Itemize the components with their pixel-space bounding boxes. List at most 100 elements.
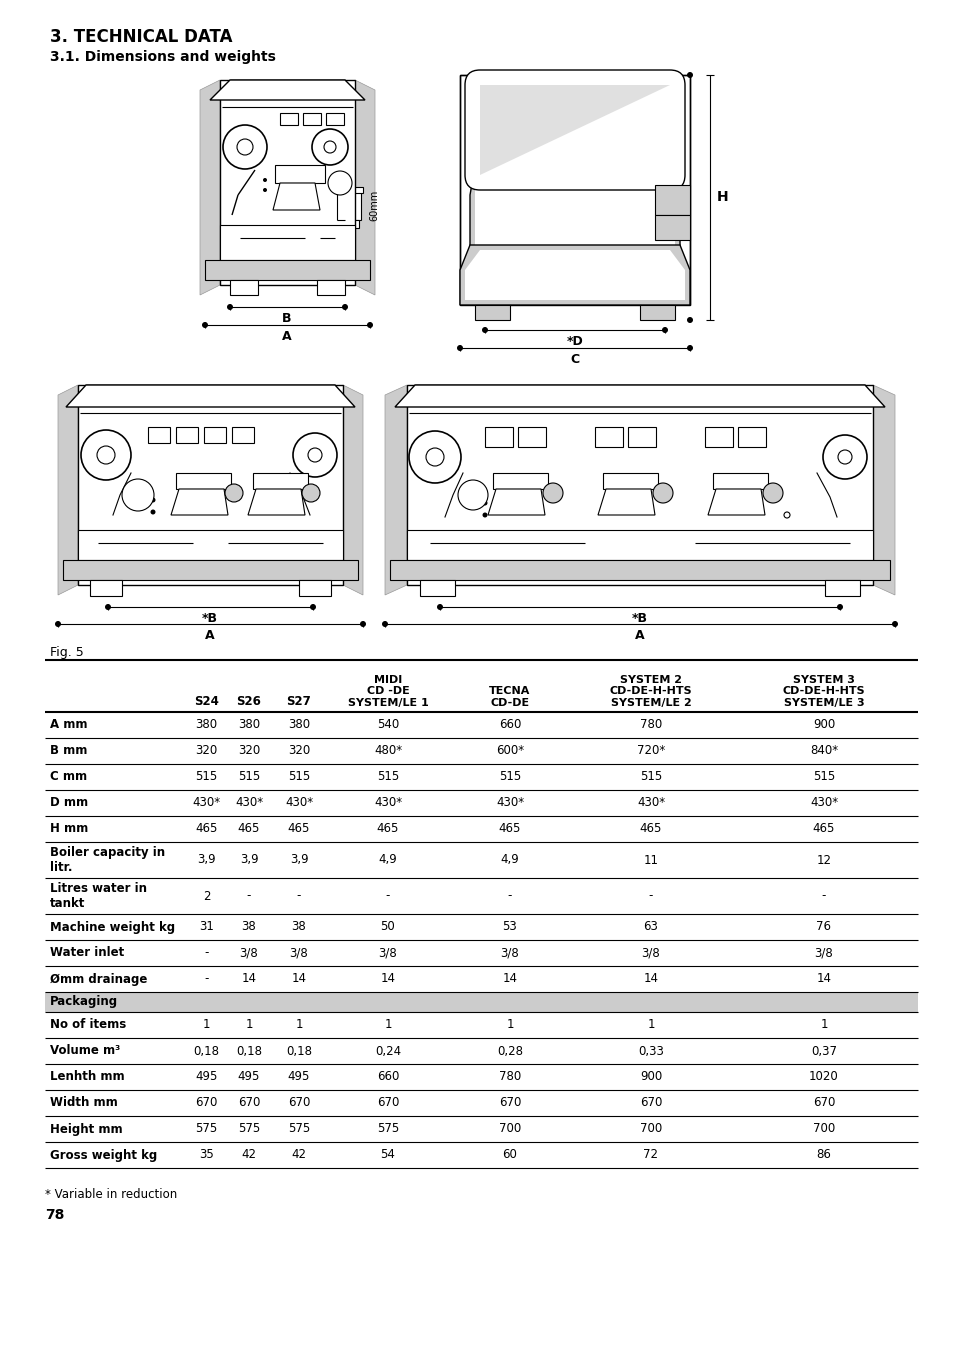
Bar bbox=[712, 473, 767, 489]
Polygon shape bbox=[707, 489, 764, 515]
Text: 3/8: 3/8 bbox=[500, 947, 518, 959]
Text: 14: 14 bbox=[502, 973, 517, 985]
Bar bbox=[253, 473, 308, 489]
Text: 53: 53 bbox=[502, 920, 517, 934]
Text: 11: 11 bbox=[643, 854, 658, 866]
Polygon shape bbox=[479, 85, 669, 176]
Circle shape bbox=[227, 304, 233, 309]
Text: 63: 63 bbox=[643, 920, 658, 934]
Text: 700: 700 bbox=[498, 1123, 520, 1135]
Text: TECNA
CD-DE: TECNA CD-DE bbox=[489, 686, 530, 708]
Text: B: B bbox=[282, 312, 292, 326]
Circle shape bbox=[341, 304, 348, 309]
Text: 780: 780 bbox=[639, 719, 661, 731]
Text: 60mm: 60mm bbox=[369, 189, 378, 220]
Circle shape bbox=[263, 178, 267, 182]
Bar bbox=[459, 76, 689, 305]
Text: 42: 42 bbox=[292, 1148, 306, 1162]
Bar bbox=[90, 580, 122, 596]
Circle shape bbox=[293, 434, 336, 477]
Text: S26: S26 bbox=[236, 694, 261, 708]
FancyBboxPatch shape bbox=[464, 70, 684, 190]
Text: 14: 14 bbox=[380, 973, 395, 985]
Text: -: - bbox=[385, 889, 390, 902]
Text: 3/8: 3/8 bbox=[814, 947, 833, 959]
Text: 12: 12 bbox=[816, 854, 831, 866]
Circle shape bbox=[260, 507, 266, 513]
Text: Height mm: Height mm bbox=[50, 1123, 123, 1135]
Text: 515: 515 bbox=[812, 770, 834, 784]
Bar bbox=[351, 220, 358, 228]
Text: -: - bbox=[507, 889, 512, 902]
Text: 3/8: 3/8 bbox=[378, 947, 397, 959]
Text: 495: 495 bbox=[237, 1070, 260, 1084]
Text: 670: 670 bbox=[195, 1097, 217, 1109]
Text: 900: 900 bbox=[639, 1070, 661, 1084]
Text: Gross weight kg: Gross weight kg bbox=[50, 1148, 157, 1162]
Text: *B: *B bbox=[202, 612, 218, 626]
Circle shape bbox=[686, 72, 692, 78]
Bar bbox=[493, 473, 547, 489]
Text: 0,37: 0,37 bbox=[810, 1044, 836, 1058]
Text: 515: 515 bbox=[288, 770, 310, 784]
Text: 1020: 1020 bbox=[808, 1070, 838, 1084]
Polygon shape bbox=[210, 80, 365, 100]
Text: 465: 465 bbox=[195, 823, 217, 835]
Text: 320: 320 bbox=[237, 744, 260, 758]
Text: SYSTEM 2
CD-DE-H-HTS
SYSTEM/LE 2: SYSTEM 2 CD-DE-H-HTS SYSTEM/LE 2 bbox=[609, 674, 692, 708]
Bar bbox=[316, 280, 345, 295]
Bar bbox=[639, 305, 675, 320]
Bar bbox=[220, 226, 355, 259]
Text: 380: 380 bbox=[237, 719, 260, 731]
Text: No of items: No of items bbox=[50, 1019, 126, 1032]
Text: 430*: 430* bbox=[193, 797, 220, 809]
Text: Lenhth mm: Lenhth mm bbox=[50, 1070, 125, 1084]
Text: 900: 900 bbox=[812, 719, 834, 731]
Text: 1: 1 bbox=[384, 1019, 392, 1032]
Text: -: - bbox=[821, 889, 825, 902]
Text: 2: 2 bbox=[203, 889, 210, 902]
Circle shape bbox=[481, 327, 488, 332]
Bar bbox=[517, 427, 545, 447]
Text: 380: 380 bbox=[195, 719, 217, 731]
Circle shape bbox=[236, 139, 253, 155]
Circle shape bbox=[202, 322, 208, 328]
Text: 430*: 430* bbox=[637, 797, 664, 809]
Text: C mm: C mm bbox=[50, 770, 87, 784]
Polygon shape bbox=[464, 250, 684, 300]
Text: 1: 1 bbox=[506, 1019, 514, 1032]
Text: 700: 700 bbox=[812, 1123, 834, 1135]
Bar bbox=[175, 427, 198, 443]
Text: 430*: 430* bbox=[374, 797, 401, 809]
Text: 320: 320 bbox=[288, 744, 310, 758]
Circle shape bbox=[312, 128, 348, 165]
Bar bbox=[390, 561, 889, 580]
Circle shape bbox=[105, 604, 111, 611]
Text: 720*: 720* bbox=[637, 744, 664, 758]
Text: 575: 575 bbox=[237, 1123, 260, 1135]
Text: 540: 540 bbox=[376, 719, 398, 731]
Text: 430*: 430* bbox=[285, 797, 313, 809]
Text: 35: 35 bbox=[199, 1148, 213, 1162]
Circle shape bbox=[328, 172, 352, 195]
Circle shape bbox=[310, 604, 315, 611]
Text: 0,33: 0,33 bbox=[638, 1044, 663, 1058]
Text: 670: 670 bbox=[639, 1097, 661, 1109]
Text: Machine weight kg: Machine weight kg bbox=[50, 920, 175, 934]
Text: Fig. 5: Fig. 5 bbox=[50, 646, 84, 659]
Text: 14: 14 bbox=[292, 973, 306, 985]
Polygon shape bbox=[273, 182, 319, 209]
Text: 14: 14 bbox=[643, 973, 658, 985]
Circle shape bbox=[308, 449, 322, 462]
Polygon shape bbox=[655, 185, 689, 215]
Text: MIDI
CD -DE
SYSTEM/LE 1: MIDI CD -DE SYSTEM/LE 1 bbox=[347, 674, 428, 708]
Text: A: A bbox=[282, 330, 292, 343]
Circle shape bbox=[359, 621, 366, 627]
Polygon shape bbox=[459, 245, 689, 305]
Text: 515: 515 bbox=[498, 770, 520, 784]
Bar bbox=[204, 427, 226, 443]
Circle shape bbox=[151, 497, 155, 503]
Circle shape bbox=[97, 446, 115, 463]
Text: Ømm drainage: Ømm drainage bbox=[50, 973, 147, 985]
Text: C: C bbox=[570, 353, 579, 366]
